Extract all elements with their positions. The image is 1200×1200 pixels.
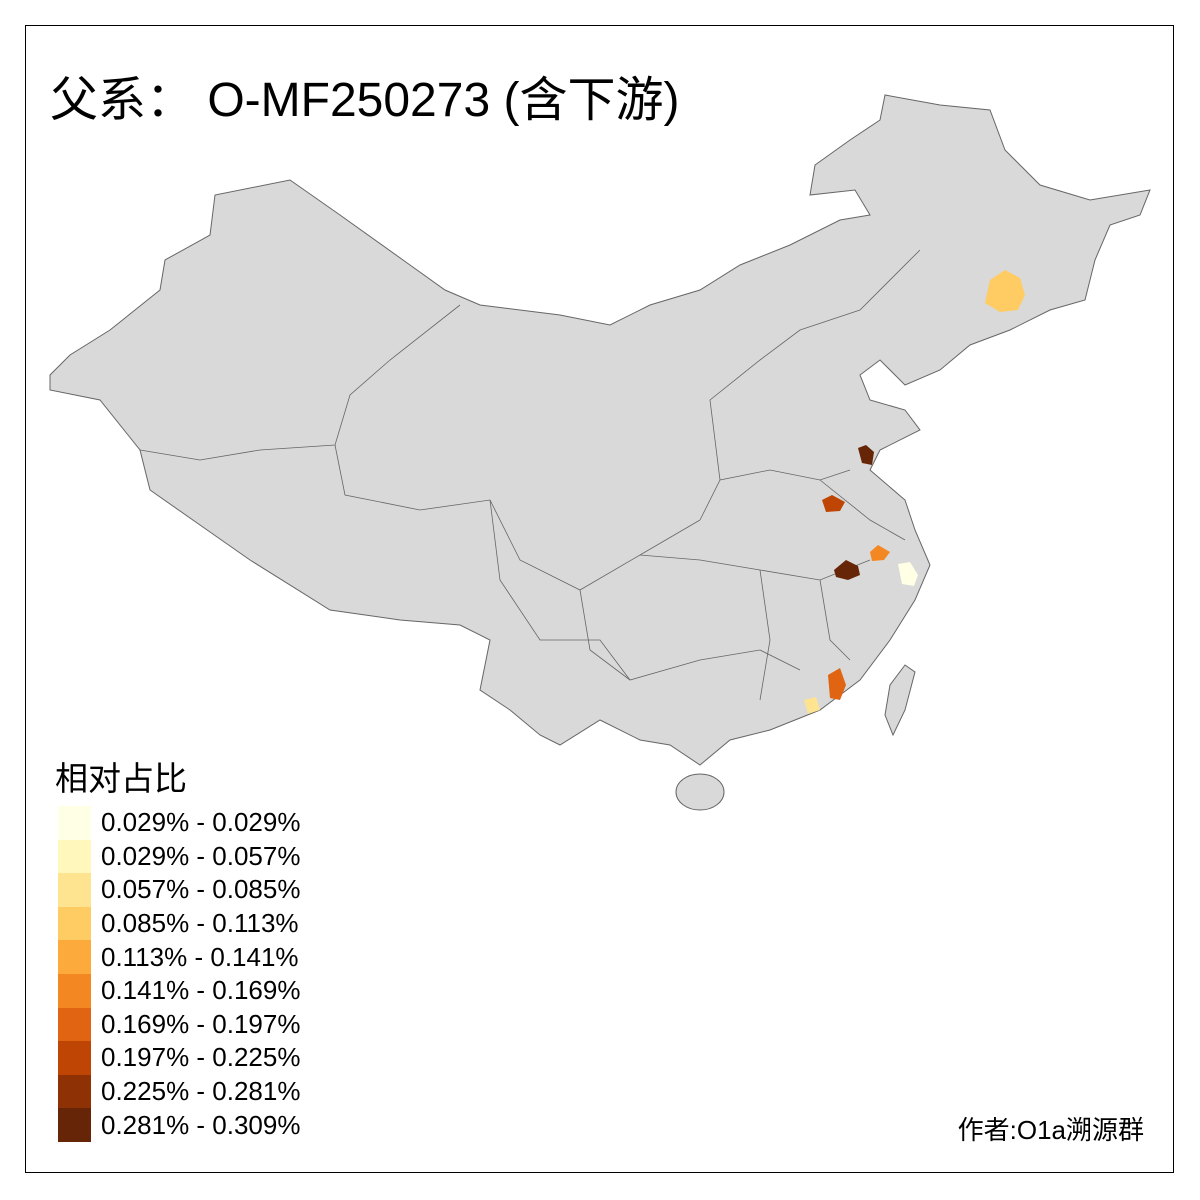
hainan: [675, 773, 725, 811]
legend-item: 0.029% - 0.057%: [58, 839, 301, 874]
map-title: 父系： O-MF250273 (含下游): [50, 74, 680, 127]
legend: 0.029% - 0.029% 0.029% - 0.057% 0.057% - 0…: [58, 806, 300, 1142]
plot-frame: [25, 25, 1174, 1173]
legend-label: 0.029% - 0.057%: [101, 840, 301, 871]
region-fujian-guangdong: [828, 668, 846, 700]
province-borders: [139, 249, 921, 701]
legend-swatch: [58, 1074, 91, 1109]
legend-label: 0.141% - 0.169%: [101, 975, 301, 1006]
legend-swatch: [58, 973, 91, 1008]
legend-title: 相对占比: [55, 760, 187, 797]
legend-label: 0.085% - 0.113%: [101, 908, 299, 939]
region-jiangsu: [870, 545, 890, 561]
legend-label: 0.281% - 0.309%: [101, 1109, 301, 1140]
legend-item: 0.169% - 0.197%: [58, 1007, 301, 1042]
data-regions: [804, 270, 1025, 714]
legend-item: 0.225% - 0.281%: [58, 1074, 301, 1109]
china-mainland: [49, 94, 1151, 766]
legend-label: 0.225% - 0.281%: [101, 1076, 301, 1107]
region-anhui-south: [834, 560, 860, 580]
region-shandong: [858, 445, 874, 465]
legend-swatch: [58, 1007, 91, 1042]
taiwan: [884, 664, 916, 737]
legend-swatch: [58, 906, 91, 941]
legend-swatch: [58, 806, 91, 840]
legend-label: 0.197% - 0.225%: [101, 1042, 301, 1073]
legend-item: 0.085% - 0.113%: [58, 906, 300, 941]
legend-item: 0.141% - 0.169%: [58, 973, 301, 1008]
legend-swatch: [58, 940, 91, 974]
legend-item: 0.029% - 0.029%: [58, 806, 300, 840]
legend-label: 0.113% - 0.141%: [101, 941, 299, 972]
legend-item: 0.197% - 0.225%: [58, 1041, 300, 1075]
legend-label: 0.029% - 0.029%: [101, 807, 301, 838]
legend-label: 0.057% - 0.085%: [101, 874, 301, 905]
legend-swatch: [58, 1108, 91, 1142]
legend-label: 0.169% - 0.197%: [101, 1008, 301, 1039]
region-heilongjiang: [985, 270, 1025, 312]
region-henan-anhui: [822, 495, 845, 512]
legend-item: 0.113% - 0.141%: [58, 940, 300, 974]
legend-swatch: [58, 839, 91, 874]
author-credit: 作者:O1a溯源群: [957, 1115, 1144, 1145]
region-guangdong: [804, 697, 820, 714]
legend-item: 0.057% - 0.085%: [58, 873, 300, 907]
legend-swatch: [58, 1041, 91, 1075]
region-zhejiang: [898, 562, 918, 586]
legend-swatch: [58, 873, 91, 907]
legend-item: 0.281% - 0.309%: [58, 1108, 300, 1142]
